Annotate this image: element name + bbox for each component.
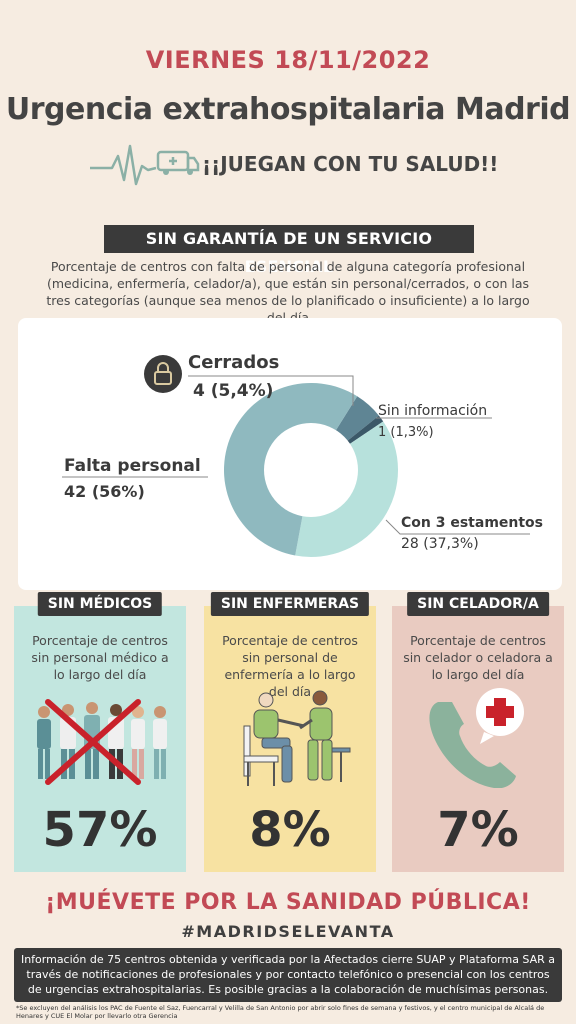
card-percent: 57% xyxy=(42,802,158,858)
date-heading: VIERNES 18/11/2022 xyxy=(145,46,431,74)
slice-value-cerrados: 4 (5,4%) xyxy=(193,381,273,401)
card-sin-celador: SIN CELADOR/A Porcentaje de centros sin … xyxy=(392,592,564,872)
slice-label-falta: Falta personal xyxy=(64,456,201,476)
leader-line-cerrados xyxy=(188,375,354,406)
slogan-text: ¡¡JUEGAN CON TU SALUD!! xyxy=(202,152,499,176)
call-to-action: ¡MUÉVETE POR LA SANIDAD PÚBLICA! xyxy=(45,890,531,915)
leader-line-con3 xyxy=(385,519,530,535)
slice-label-sin-informacion: Sin información xyxy=(378,403,487,419)
donut-chart: Cerrados 4 (5,4%) Sin información 1 (1,3… xyxy=(62,352,543,557)
slice-label-cerrados: Cerrados xyxy=(188,352,279,373)
lock-icon xyxy=(144,355,182,393)
heartbeat-ambulance-icon xyxy=(90,144,200,186)
card-tag: SIN CELADOR/A xyxy=(407,592,549,616)
card-tag: SIN MÉDICOS xyxy=(37,592,163,616)
card-description: Porcentaje de centros sin personal de en… xyxy=(222,633,358,699)
slice-value-falta: 42 (56%) xyxy=(64,482,145,501)
card-sin-enfermeras: SIN ENFERMERAS Porcentaje de centros sin… xyxy=(204,592,376,872)
card-description: Porcentaje de centros sin personal médic… xyxy=(31,633,169,682)
chart-card: Cerrados 4 (5,4%) Sin información 1 (1,3… xyxy=(18,318,562,590)
card-tag: SIN ENFERMERAS xyxy=(210,592,370,616)
phone-medical-icon xyxy=(429,688,524,788)
card-description: Porcentaje de centros sin celador o cela… xyxy=(403,633,553,682)
card-percent: 8% xyxy=(249,802,331,858)
hashtag: #MADRIDSELEVANTA xyxy=(181,922,395,941)
footnote: *Se excluyen del análisis los PAC de Fue… xyxy=(16,1004,545,1020)
doctors-crossed-icon xyxy=(37,699,167,785)
slogan-row: ¡¡JUEGAN CON TU SALUD!! xyxy=(0,140,576,190)
section-description: Porcentaje de centros con falta de perso… xyxy=(46,259,530,325)
card-percent: 7% xyxy=(437,802,519,858)
donut-hole xyxy=(264,423,358,517)
page-title: Urgencia extrahospitalaria Madrid xyxy=(5,92,571,127)
card-sin-medicos: SIN MÉDICOS Porcentaje de centros sin pe… xyxy=(14,592,186,872)
slice-value-sin-informacion: 1 (1,3%) xyxy=(378,425,434,440)
info-box: Información de 75 centros obtenida y ver… xyxy=(14,948,562,1002)
section-label: SIN GARANTÍA DE UN SERVICIO ESENCIAL xyxy=(104,225,474,276)
slice-value-con3: 28 (37,3%) xyxy=(401,536,479,552)
nurse-patient-icon xyxy=(243,690,351,786)
card-background xyxy=(392,606,564,872)
slice-label-con3: Con 3 estamentos xyxy=(401,515,543,531)
